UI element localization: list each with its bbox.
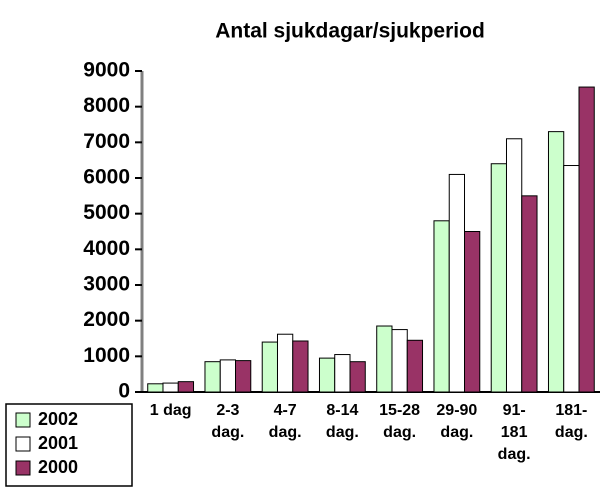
bar bbox=[177, 381, 195, 393]
x-tick-label: 1 dag bbox=[149, 402, 192, 419]
y-tick-label: 9000 bbox=[83, 59, 130, 82]
x-tick-label: 2-3 dag. bbox=[211, 402, 245, 441]
bar bbox=[147, 383, 164, 393]
bar bbox=[162, 382, 179, 393]
bar bbox=[219, 359, 237, 393]
y-tick-label: 7000 bbox=[83, 130, 130, 153]
y-tick-label: 1000 bbox=[83, 344, 130, 367]
bar bbox=[547, 131, 565, 393]
bar bbox=[376, 325, 393, 393]
x-tick-label: 181- dag. bbox=[554, 402, 588, 441]
x-tick-label: 91-181 dag. bbox=[497, 402, 531, 463]
y-tick-label: 8000 bbox=[83, 94, 130, 117]
x-tick-label: 15-28 dag. bbox=[379, 402, 421, 441]
x-tick-label: 4-7 dag. bbox=[268, 402, 302, 441]
bar bbox=[448, 173, 466, 393]
bar bbox=[406, 339, 424, 393]
x-tick-label: 29-90 dag. bbox=[436, 402, 478, 441]
legend-swatch bbox=[15, 412, 31, 428]
bar bbox=[391, 329, 408, 393]
bar bbox=[521, 195, 538, 393]
bar bbox=[318, 357, 336, 393]
bar bbox=[578, 86, 595, 393]
y-tick-label: 3000 bbox=[83, 273, 130, 296]
legend-label: 2000 bbox=[38, 457, 78, 477]
y-tick-label: 6000 bbox=[83, 166, 130, 189]
bar bbox=[563, 165, 580, 393]
bar bbox=[204, 361, 221, 393]
bar bbox=[349, 361, 366, 393]
bar bbox=[235, 360, 252, 393]
chart-title: Antal sjukdagar/sjukperiod bbox=[215, 20, 485, 43]
y-tick-label: 5000 bbox=[83, 201, 130, 224]
bar bbox=[261, 341, 278, 393]
legend-swatch bbox=[15, 436, 31, 452]
legend-label: 2002 bbox=[38, 409, 78, 429]
y-tick-label: 2000 bbox=[83, 308, 130, 331]
bar bbox=[433, 220, 450, 393]
legend-swatch bbox=[15, 460, 31, 476]
legend-label: 2001 bbox=[38, 433, 78, 453]
y-tick-label: 4000 bbox=[83, 237, 130, 260]
bar bbox=[505, 138, 523, 393]
bar bbox=[276, 333, 294, 393]
x-tick-label: 8-14 dag. bbox=[325, 402, 359, 441]
y-tick-label: 0 bbox=[118, 380, 130, 403]
bar bbox=[334, 354, 351, 393]
bar bbox=[464, 231, 481, 393]
bar bbox=[490, 163, 507, 393]
bar bbox=[292, 340, 309, 393]
